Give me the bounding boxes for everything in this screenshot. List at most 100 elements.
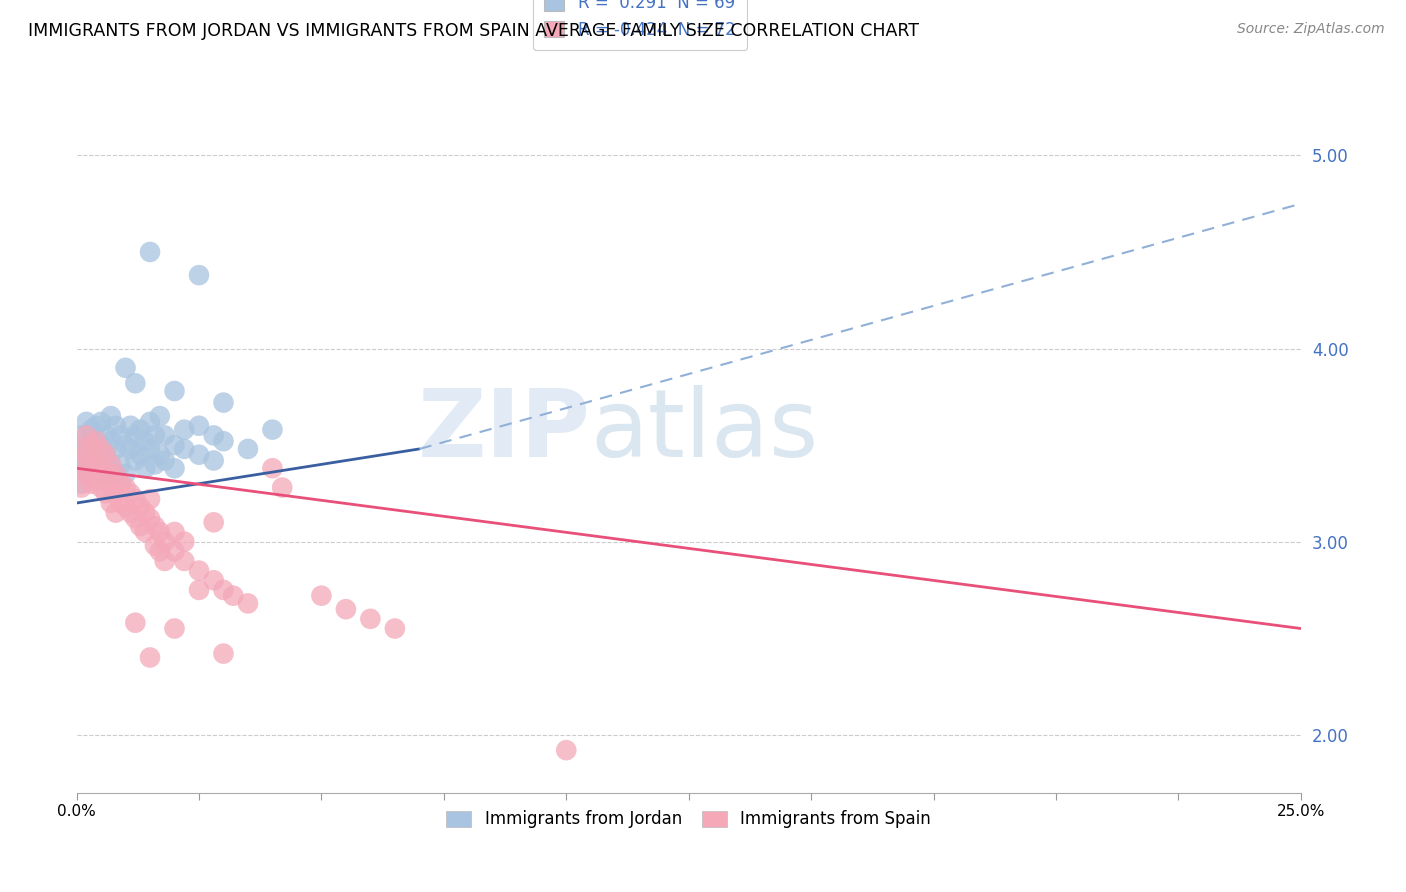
Point — [188, 418, 211, 433]
Point — [153, 554, 176, 568]
Point — [70, 476, 93, 491]
Point — [110, 428, 132, 442]
Point — [70, 481, 93, 495]
Point — [139, 650, 162, 665]
Point — [100, 476, 122, 491]
Point — [94, 448, 117, 462]
Point — [124, 453, 146, 467]
Point — [100, 458, 122, 472]
Point — [80, 423, 103, 437]
Point — [143, 519, 166, 533]
Point — [90, 442, 112, 456]
Point — [80, 458, 103, 472]
Point — [212, 395, 235, 409]
Point — [80, 438, 103, 452]
Point — [114, 481, 136, 495]
Point — [75, 438, 97, 452]
Point — [110, 476, 132, 491]
Point — [120, 442, 142, 456]
Point — [236, 442, 259, 456]
Point — [70, 428, 93, 442]
Point — [188, 448, 211, 462]
Point — [163, 544, 186, 558]
Point — [104, 467, 127, 481]
Point — [120, 506, 142, 520]
Point — [153, 534, 176, 549]
Point — [139, 415, 162, 429]
Point — [90, 461, 112, 475]
Point — [90, 453, 112, 467]
Point — [139, 492, 162, 507]
Point — [70, 461, 93, 475]
Point — [84, 434, 107, 449]
Point — [100, 496, 122, 510]
Point — [222, 589, 245, 603]
Point — [80, 458, 103, 472]
Point — [84, 453, 107, 467]
Point — [94, 461, 117, 475]
Legend: Immigrants from Jordan, Immigrants from Spain: Immigrants from Jordan, Immigrants from … — [440, 804, 938, 835]
Point — [202, 453, 225, 467]
Point — [84, 434, 107, 449]
Point — [75, 453, 97, 467]
Point — [124, 376, 146, 391]
Point — [70, 442, 93, 456]
Point — [173, 554, 195, 568]
Point — [212, 434, 235, 449]
Point — [139, 511, 162, 525]
Point — [75, 415, 97, 429]
Point — [80, 428, 103, 442]
Point — [202, 428, 225, 442]
Point — [124, 492, 146, 507]
Point — [90, 481, 112, 495]
Point — [149, 448, 172, 462]
Point — [143, 458, 166, 472]
Point — [94, 486, 117, 500]
Point — [143, 539, 166, 553]
Point — [188, 582, 211, 597]
Point — [124, 511, 146, 525]
Text: ZIP: ZIP — [418, 384, 591, 476]
Point — [163, 524, 186, 539]
Point — [90, 415, 112, 429]
Point — [120, 486, 142, 500]
Point — [202, 516, 225, 530]
Point — [262, 461, 284, 475]
Point — [143, 428, 166, 442]
Point — [90, 438, 112, 452]
Point — [173, 534, 195, 549]
Point — [84, 448, 107, 462]
Point — [104, 418, 127, 433]
Point — [110, 458, 132, 472]
Point — [94, 448, 117, 462]
Point — [104, 467, 127, 481]
Point — [84, 461, 107, 475]
Point — [139, 244, 162, 259]
Point — [75, 467, 97, 481]
Point — [153, 428, 176, 442]
Point — [359, 612, 381, 626]
Text: IMMIGRANTS FROM JORDAN VS IMMIGRANTS FROM SPAIN AVERAGE FAMILY SIZE CORRELATION : IMMIGRANTS FROM JORDAN VS IMMIGRANTS FRO… — [28, 22, 920, 40]
Point — [80, 442, 103, 456]
Point — [124, 428, 146, 442]
Point — [129, 448, 152, 462]
Point — [100, 434, 122, 449]
Point — [163, 622, 186, 636]
Point — [153, 453, 176, 467]
Point — [163, 461, 186, 475]
Point — [114, 467, 136, 481]
Point — [173, 442, 195, 456]
Point — [149, 524, 172, 539]
Point — [212, 582, 235, 597]
Point — [139, 442, 162, 456]
Point — [75, 448, 97, 462]
Point — [90, 467, 112, 481]
Point — [173, 423, 195, 437]
Point — [75, 428, 97, 442]
Point — [134, 434, 156, 449]
Point — [114, 438, 136, 452]
Point — [134, 506, 156, 520]
Point — [104, 442, 127, 456]
Point — [188, 268, 211, 282]
Point — [134, 524, 156, 539]
